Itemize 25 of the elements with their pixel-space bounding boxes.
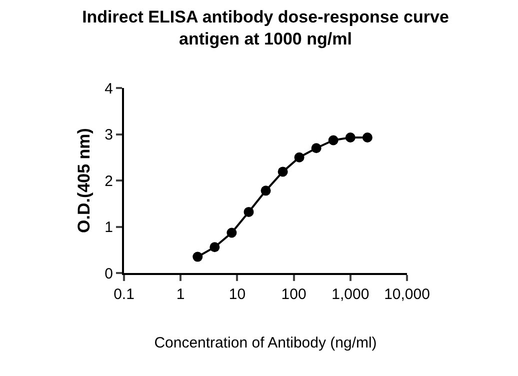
point [226, 228, 237, 238]
chart-title: Indirect ELISA antibody dose-response curve antigen at 1000 ng/ml [82, 8, 449, 49]
y-tick-label: 2 [104, 172, 113, 190]
point [362, 132, 372, 142]
point [244, 206, 254, 217]
point [345, 132, 356, 142]
x-tick-label: 10,000 [384, 286, 430, 303]
x-axis-title: Concentration of Antibody (ng/ml) [154, 334, 377, 352]
y-tick-label: 4 [104, 80, 113, 98]
point [311, 143, 322, 154]
y-tick-label: 1 [104, 219, 113, 236]
x-tick-label: 10 [228, 286, 246, 303]
y-tick-label: 3 [104, 126, 113, 144]
x-tick-label: 1,000 [332, 286, 370, 303]
point [328, 135, 338, 146]
point [210, 242, 220, 252]
x-tick-label: 100 [281, 286, 306, 303]
y-axis-title: O.D.(405 nm) [74, 128, 94, 233]
point [192, 252, 203, 262]
point [260, 186, 271, 196]
point [294, 152, 304, 162]
x-tick-label: 1 [176, 286, 185, 303]
x-tick-label: 0.1 [114, 286, 134, 303]
point [278, 166, 288, 177]
y-tick-label: 0 [104, 265, 113, 282]
